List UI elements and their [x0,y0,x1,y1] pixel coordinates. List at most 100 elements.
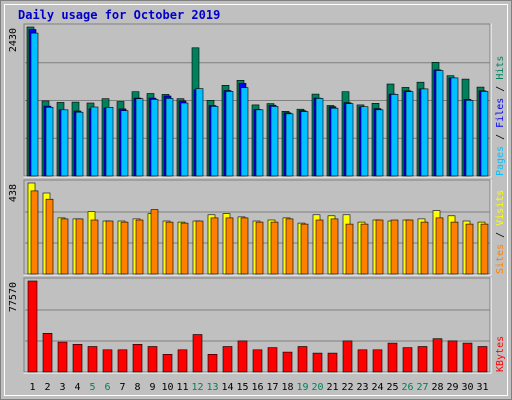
day-label-4: 4 [74,382,80,393]
chart-frame-inner [4,4,508,396]
bar-pages-day-7 [120,110,129,177]
bar-kbytes-day-14 [222,346,233,373]
bar-pages-day-8 [135,98,144,177]
bar-kbytes-day-7 [117,349,128,373]
bar-sites-day-9 [150,209,159,275]
day-label-30: 30 [461,382,473,393]
bar-pages-day-14 [225,91,234,177]
bar-sites-day-15 [240,217,249,275]
day-label-3: 3 [59,382,65,393]
bar-kbytes-day-28 [432,338,443,373]
day-label-26: 26 [401,382,413,393]
bar-pages-day-26 [405,91,414,177]
legend-files: Files [495,98,506,128]
day-label-7: 7 [119,382,125,393]
bar-kbytes-day-13 [207,353,218,373]
day-label-27: 27 [416,382,428,393]
legend-separator: / [495,128,506,146]
bar-pages-day-27 [420,88,429,177]
bar-sites-day-13 [210,217,219,275]
bar-kbytes-day-23 [357,349,368,373]
bar-pages-day-22 [345,103,354,177]
day-label-15: 15 [236,382,248,393]
scale-label: 77570 [8,282,19,312]
bar-pages-day-9 [150,99,159,177]
legend-hits: Hits [495,56,506,80]
bar-pages-day-11 [180,102,189,177]
bar-sites-day-12 [195,220,204,275]
bar-pages-day-6 [105,107,114,177]
bar-sites-day-18 [285,218,294,275]
bar-sites-day-20 [315,219,324,275]
bar-sites-day-8 [135,219,144,275]
bar-sites-day-6 [105,220,114,275]
day-label-23: 23 [356,382,368,393]
bar-pages-day-21 [330,107,339,177]
bar-sites-day-16 [255,221,264,275]
day-label-18: 18 [281,382,293,393]
bar-pages-day-19 [300,111,309,177]
day-label-25: 25 [386,382,398,393]
bar-sites-day-3 [60,218,69,275]
legend-visits: Visits [495,190,506,226]
bar-pages-day-24 [375,109,384,177]
legend: Pages / Files / Hits [495,56,506,176]
bar-sites-day-19 [300,223,309,275]
legend: KBytes [495,336,506,372]
legend-sites: Sites [495,244,506,274]
bar-kbytes-day-17 [267,347,278,373]
bar-pages-day-4 [75,111,84,177]
bar-pages-day-28 [435,70,444,177]
legend-kbytes: KBytes [495,336,506,372]
bar-pages-day-2 [45,107,54,177]
bar-sites-day-22 [345,223,354,275]
bar-pages-day-5 [90,106,99,177]
bar-pages-day-1 [30,32,39,177]
day-label-5: 5 [89,382,95,393]
visits-sites-panel: 438 Sites / Visits [8,179,506,276]
day-label-22: 22 [341,382,353,393]
day-label-24: 24 [371,382,383,393]
bar-sites-day-14 [225,217,234,275]
bar-pages-day-30 [465,100,474,177]
bar-kbytes-day-29 [447,340,458,373]
bar-pages-day-16 [255,109,264,177]
bar-kbytes-day-22 [342,340,353,373]
bar-kbytes-day-21 [327,352,338,373]
bar-sites-day-17 [270,221,279,275]
bar-sites-day-25 [390,219,399,275]
bar-pages-day-31 [480,91,489,177]
day-label-20: 20 [311,382,323,393]
bar-kbytes-day-27 [417,346,428,373]
kbytes-panel: 77570 KBytes [8,277,506,374]
day-label-19: 19 [296,382,308,393]
bar-kbytes-day-19 [297,346,308,373]
bar-sites-day-31 [480,223,489,275]
bar-kbytes-day-9 [147,346,158,373]
bar-sites-day-7 [120,221,129,275]
day-label-11: 11 [176,382,188,393]
bar-kbytes-day-24 [372,349,383,373]
bar-pages-day-23 [360,106,369,177]
bar-pages-day-25 [390,94,399,177]
day-label-14: 14 [221,382,233,393]
bar-pages-day-13 [210,106,219,177]
day-label-21: 21 [326,382,338,393]
bar-kbytes-day-26 [402,347,413,373]
bar-kbytes-day-3 [57,341,68,373]
bar-sites-day-4 [75,218,84,275]
bar-kbytes-day-25 [387,342,398,373]
legend: Sites / Visits [495,190,506,274]
day-label-2: 2 [44,382,50,393]
bar-kbytes-day-31 [477,346,488,373]
bar-sites-day-11 [180,222,189,275]
bar-sites-day-2 [45,198,54,275]
day-label-8: 8 [134,382,140,393]
day-label-13: 13 [206,382,218,393]
bar-kbytes-day-6 [102,349,113,373]
legend-pages: Pages [495,146,506,176]
day-label-29: 29 [446,382,458,393]
bar-pages-day-15 [240,87,249,177]
x-axis-day-labels: 1 2 3 4 5 6 7 8 9 10 11 12 13 14 15 16 17 18 19 20 21 22 23 24 2… [29,382,488,393]
bar-sites-day-10 [165,221,174,275]
